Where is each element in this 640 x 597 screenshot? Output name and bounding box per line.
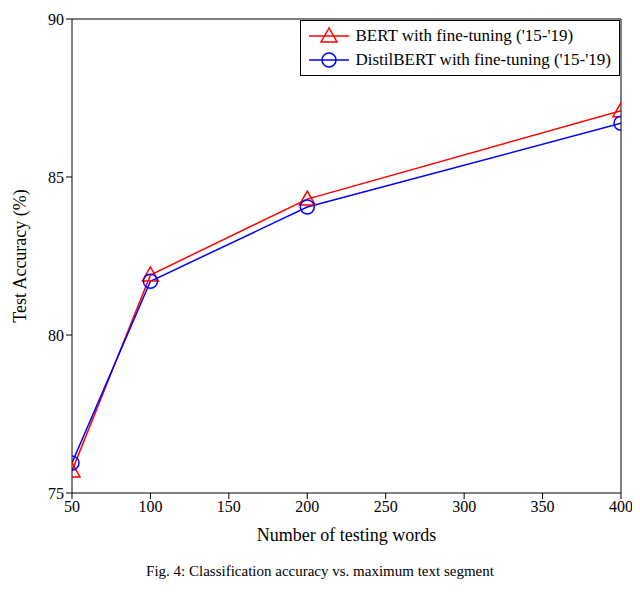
svg-text:85: 85: [48, 169, 64, 186]
html-text:BERT with fine-tuning ('15-'19: BERT with fine-tuning ('15-'19): [355, 26, 574, 45]
svg-text:100: 100: [138, 498, 162, 515]
svg-text:80: 80: [48, 327, 64, 344]
svg-text:250: 250: [374, 498, 398, 515]
svg-text:50: 50: [64, 498, 80, 515]
svg-text:90: 90: [48, 11, 64, 28]
svg-text:200: 200: [295, 498, 319, 515]
svg-text:150: 150: [217, 498, 241, 515]
svg-text:300: 300: [452, 498, 476, 515]
svg-text:350: 350: [531, 498, 555, 515]
svg-text:75: 75: [48, 485, 64, 502]
svg-text:400: 400: [609, 498, 632, 515]
html-text:Fig. 4: Classification accurac: Fig. 4: Classification accuracy vs. maxi…: [146, 563, 494, 579]
svg-text:Test Accuracy (%): Test Accuracy (%): [10, 189, 31, 323]
svg-text:Number of testing words: Number of testing words: [257, 525, 436, 545]
html-text:DistilBERT with fine-tuning (': DistilBERT with fine-tuning ('15-'19): [355, 50, 611, 69]
